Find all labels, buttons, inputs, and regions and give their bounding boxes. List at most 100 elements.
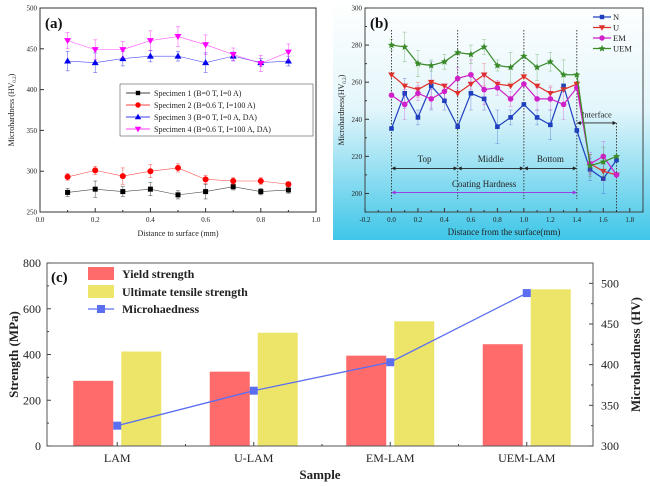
- data-point: [507, 96, 514, 102]
- data-point: [387, 41, 396, 49]
- data-point: [388, 92, 395, 98]
- legend-label: EM: [613, 33, 626, 43]
- y-tick-label: 450: [27, 45, 38, 53]
- x-tick-label: 1.4: [572, 216, 581, 224]
- x-tick-label: LAM: [104, 451, 131, 465]
- y-tick-label: 350: [27, 127, 38, 135]
- data-point: [508, 115, 513, 120]
- legend-box: [119, 83, 314, 137]
- y-axis-label: Strength (MPa): [6, 311, 21, 398]
- x-axis-label: Sample: [299, 467, 340, 482]
- x-tick-label: 0.2: [414, 216, 423, 224]
- data-point: [548, 122, 553, 128]
- data-point: [520, 74, 528, 80]
- data-point: [120, 189, 126, 195]
- legend-swatch-marker: [599, 14, 605, 20]
- x-tick-label: 0.8: [256, 216, 265, 224]
- bar: [209, 371, 250, 446]
- data-point: [146, 38, 154, 45]
- y-tick-label: 200: [352, 190, 363, 198]
- data-point: [202, 59, 210, 66]
- y-tick-label: 300: [27, 168, 38, 176]
- data-point: [533, 63, 541, 71]
- legend-label: U: [613, 23, 619, 33]
- panel-label: (c): [51, 270, 68, 286]
- legend-swatch-marker: [598, 25, 606, 31]
- y-right-tick-label: 500: [601, 276, 619, 290]
- top-arrow-head-right: [453, 166, 458, 171]
- data-point: [230, 184, 236, 190]
- series-1: [65, 180, 291, 200]
- bar: [121, 351, 162, 446]
- y-axis-label: Microhardness (HV0.2): [7, 73, 18, 146]
- data-point: [119, 47, 127, 54]
- data-point: [415, 115, 421, 120]
- data-point: [427, 79, 435, 86]
- data-point: [258, 189, 264, 195]
- data-point: [495, 124, 500, 129]
- legend-label: Specimen 4 (B=0.6 T, I=100 A, DA): [154, 125, 271, 134]
- data-point: [401, 101, 408, 108]
- chart-panel-b: -0.2 0.0 0.2 0.4 0.6 0.8 1.0 1.2 1.4 1.6 1.8 200 220…: [333, 0, 650, 240]
- data-point: [230, 177, 237, 184]
- legend-swatch-marker: [599, 35, 605, 41]
- data-point: [547, 96, 554, 102]
- bar: [530, 289, 571, 446]
- top-arrow-head-left: [391, 166, 396, 171]
- data-point: [481, 96, 487, 102]
- legend-label: Specimen 3 (B=0 T, I=0 A, DA): [154, 113, 257, 122]
- legend-swatch-marker: [134, 113, 142, 120]
- y-axis-label-main: Microhardness (HV: [7, 82, 16, 146]
- y-axis-label-close: ): [7, 73, 16, 76]
- data-point: [257, 177, 264, 184]
- data-point: [480, 72, 488, 79]
- panel-label: (b): [370, 16, 388, 32]
- data-point: [612, 152, 621, 160]
- data-point: [229, 52, 237, 59]
- y-axis-label-sub: 0.2: [343, 77, 348, 84]
- data-point: [573, 71, 581, 78]
- data-point: [284, 57, 292, 64]
- data-point: [600, 176, 606, 181]
- data-point: [64, 38, 72, 45]
- data-point: [547, 91, 554, 97]
- data-point: [560, 71, 568, 78]
- region-label-interface: Interface: [582, 109, 612, 119]
- data-point: [467, 50, 475, 58]
- x-tick-label: -0.2: [359, 216, 371, 224]
- legend-label: UEM: [613, 44, 632, 54]
- data-point: [285, 187, 291, 193]
- y-axis-label-main: Microhardness(HV: [337, 83, 346, 145]
- data-point: [454, 75, 461, 82]
- bottom-arrow-head-left: [523, 166, 528, 171]
- y-tick-label: 0: [35, 439, 41, 453]
- data-point: [202, 42, 210, 49]
- data-point: [64, 57, 72, 64]
- region-label-middle: Middle: [478, 154, 504, 164]
- data-point: [454, 48, 462, 56]
- data-point: [467, 81, 475, 88]
- data-point: [174, 34, 182, 41]
- x-axis-label: Distance from the surface(mm): [448, 227, 561, 237]
- y-right-tick-label: 450: [601, 317, 619, 331]
- data-point: [561, 83, 566, 89]
- series-line: [390, 83, 618, 180]
- middle-arrow-head-right: [519, 166, 524, 171]
- data-point: [455, 124, 460, 129]
- x-tick-label: 0.2: [91, 216, 100, 224]
- data-point: [91, 59, 99, 66]
- panel-background: [333, 0, 650, 240]
- data-point: [175, 164, 181, 171]
- legend-label: Ultimate tensile strength: [122, 285, 248, 299]
- x-tick-label: 0.6: [467, 216, 476, 224]
- data-point: [560, 101, 567, 108]
- y-axis-label: Microhardness(HV0.2): [337, 74, 348, 145]
- data-point: [249, 386, 258, 395]
- legend-label: Yield strength: [122, 267, 195, 281]
- data-point: [481, 86, 487, 93]
- data-point: [533, 83, 541, 90]
- data-point: [147, 168, 154, 175]
- y-axis-label-close: ): [337, 74, 346, 77]
- data-point: [522, 289, 531, 298]
- bar: [73, 380, 114, 446]
